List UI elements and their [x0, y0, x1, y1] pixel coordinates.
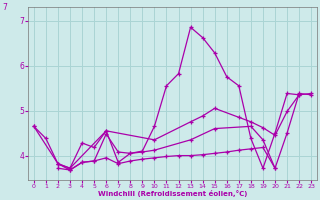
X-axis label: Windchill (Refroidissement éolien,°C): Windchill (Refroidissement éolien,°C) — [98, 190, 247, 197]
Text: 7: 7 — [3, 3, 8, 12]
